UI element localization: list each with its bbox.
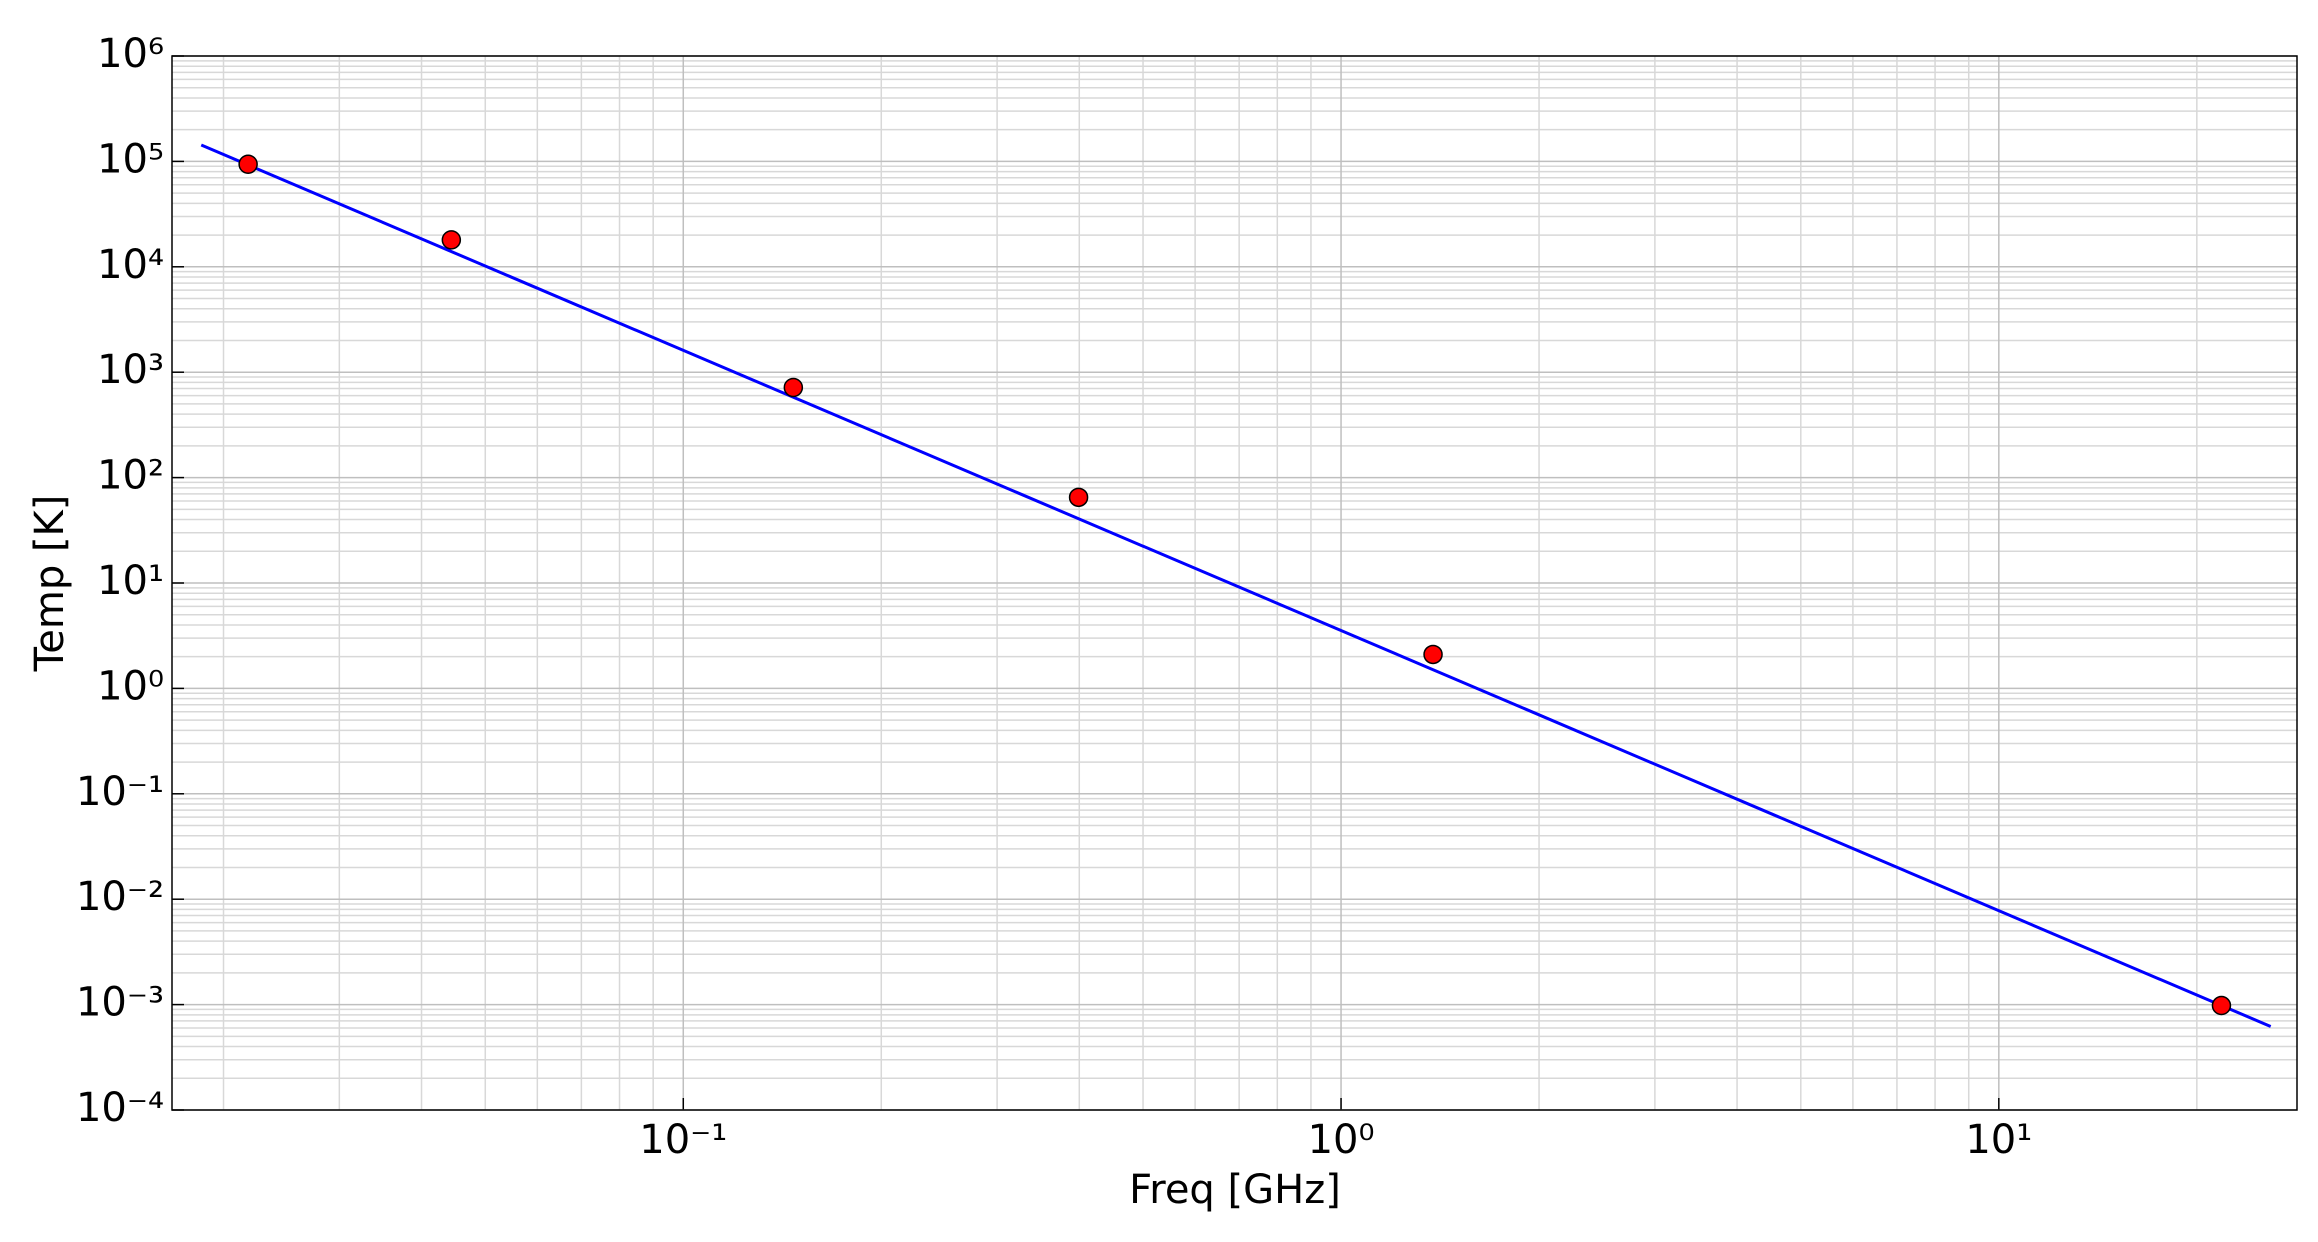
y-tick-label: 10⁴	[97, 242, 164, 288]
y-tick-label: 10³	[97, 347, 164, 393]
y-tick-label: 10²	[97, 453, 164, 499]
y-tick-label: 10⁻¹	[76, 769, 164, 815]
y-tick-label: 10⁻³	[76, 980, 164, 1026]
x-tick-label: 10⁰	[1308, 1117, 1375, 1163]
y-tick-label: 10⁰	[97, 663, 164, 709]
y-axis-label: Temp [K]	[27, 495, 73, 673]
marker	[783, 377, 804, 398]
y-tick-label: 10⁻²	[76, 874, 164, 920]
y-tick-label: 10⁵	[97, 136, 164, 182]
line	[200, 143, 2272, 1028]
plot-frame	[171, 55, 2298, 1111]
marker	[238, 154, 258, 174]
x-axis-label: Freq [GHz]	[1129, 1167, 1341, 1213]
y-tick-label: 10⁻⁴	[76, 1085, 164, 1131]
marker	[2211, 995, 2232, 1016]
marker	[1068, 487, 1089, 508]
y-tick-label: 10¹	[97, 558, 164, 604]
y-tick-label: 10⁶	[97, 31, 164, 77]
marker	[1423, 644, 1443, 665]
marker	[441, 230, 462, 250]
x-tick-label: 10¹	[1965, 1117, 2032, 1163]
x-tick-label: 10⁻¹	[639, 1117, 727, 1163]
